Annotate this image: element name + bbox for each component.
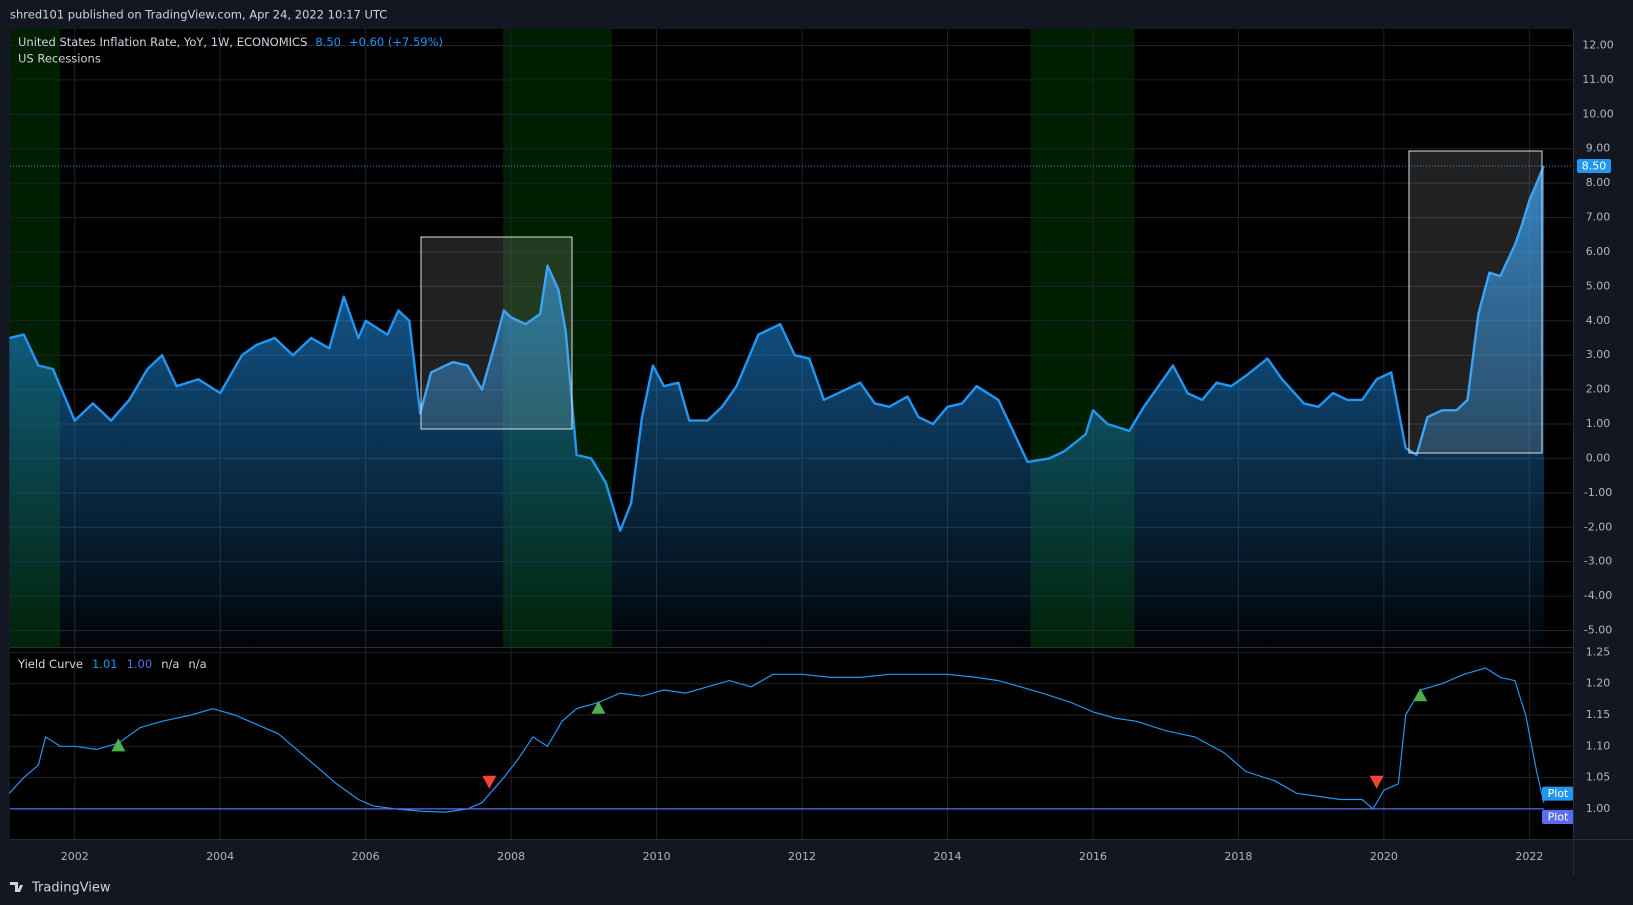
y-tick-label: 8.00 xyxy=(1586,176,1611,189)
x-tick-label: 2020 xyxy=(1370,850,1398,863)
up-signal xyxy=(591,700,606,714)
y-tick-label: 1.00 xyxy=(1586,417,1611,430)
plot-label: Plot xyxy=(1548,810,1569,823)
plot-label: Plot xyxy=(1548,787,1569,800)
y-tick-label: -3.00 xyxy=(1584,555,1612,568)
y-tick-label: -1.00 xyxy=(1584,486,1612,499)
price-label: 8.50 xyxy=(1582,159,1607,172)
series-name: United States Inflation Rate, YoY, 1W, E… xyxy=(18,35,307,49)
highlight-box xyxy=(1408,150,1543,454)
header: shred101 published on TradingView.com, A… xyxy=(10,8,387,22)
footer: TradingView xyxy=(31,881,111,896)
plot-label-bg xyxy=(1542,809,1574,824)
y-tick-label: 2.00 xyxy=(1586,383,1611,396)
legend: Yield Curve 1.01 1.00 n/a n/a xyxy=(17,657,207,671)
up-signal xyxy=(1413,688,1428,702)
y-tick-label: 1.20 xyxy=(1586,677,1611,690)
x-tick-label: 2012 xyxy=(788,850,816,863)
y-tick-label: 12.00 xyxy=(1582,39,1614,52)
highlight-box xyxy=(420,236,573,430)
y-tick-label: 5.00 xyxy=(1586,279,1611,292)
last-value: 8.50 xyxy=(315,35,341,49)
y-tick-label: 0.00 xyxy=(1586,451,1611,464)
x-tick-label: 2008 xyxy=(497,850,525,863)
y-tick-label: -4.00 xyxy=(1584,589,1612,602)
x-tick-label: 2002 xyxy=(61,850,89,863)
area-fill xyxy=(9,166,1544,647)
x-tick-label: 2018 xyxy=(1224,850,1252,863)
indicator-title: Yield Curve xyxy=(17,657,83,671)
logo: TradingView xyxy=(10,881,111,896)
x-tick-label: 2022 xyxy=(1515,850,1543,863)
y-tick-label: 4.00 xyxy=(1586,314,1611,327)
line xyxy=(8,667,1545,813)
price-label-bg xyxy=(1577,158,1611,173)
y-tick-label: 10.00 xyxy=(1582,107,1614,120)
x-tick-label: 2014 xyxy=(934,850,962,863)
up-signal xyxy=(111,738,126,752)
y-tick-label: 1.25 xyxy=(1586,645,1611,658)
y-tick-label: -2.00 xyxy=(1584,520,1612,533)
last-value: 1.01 xyxy=(92,657,118,671)
x-tick-label: 2016 xyxy=(1079,850,1107,863)
y-tick-label: 1.15 xyxy=(1586,708,1611,721)
y-tick-label: 1.05 xyxy=(1586,771,1611,784)
x-tick-label: 2006 xyxy=(352,850,380,863)
y-tick-label: 9.00 xyxy=(1586,142,1611,155)
y-tick-label: 1.00 xyxy=(1586,802,1611,815)
logo-mark xyxy=(10,882,23,892)
last-value: n/a xyxy=(188,657,206,671)
y-tick-label: 1.10 xyxy=(1586,739,1611,752)
legend: United States Inflation Rate, YoY, 1W, E… xyxy=(18,35,443,49)
x-tick-label: 2004 xyxy=(206,850,234,863)
last-value: n/a xyxy=(161,657,179,671)
line xyxy=(9,165,1546,532)
y-tick-label: 11.00 xyxy=(1582,73,1614,86)
down-signal xyxy=(1369,775,1384,789)
last-value: 1.00 xyxy=(127,657,153,671)
y-tick-label: 7.00 xyxy=(1586,211,1611,224)
down-signal xyxy=(482,775,497,789)
legend-recessions: US Recessions xyxy=(18,52,101,66)
change: +0.60 (+7.59%) xyxy=(349,35,443,49)
x-tick-label: 2010 xyxy=(643,850,671,863)
y-tick-label: 6.00 xyxy=(1586,245,1611,258)
y-tick-label: -5.00 xyxy=(1584,623,1612,636)
y-tick-label: 3.00 xyxy=(1586,348,1611,361)
plot-label-bg xyxy=(1542,786,1574,801)
